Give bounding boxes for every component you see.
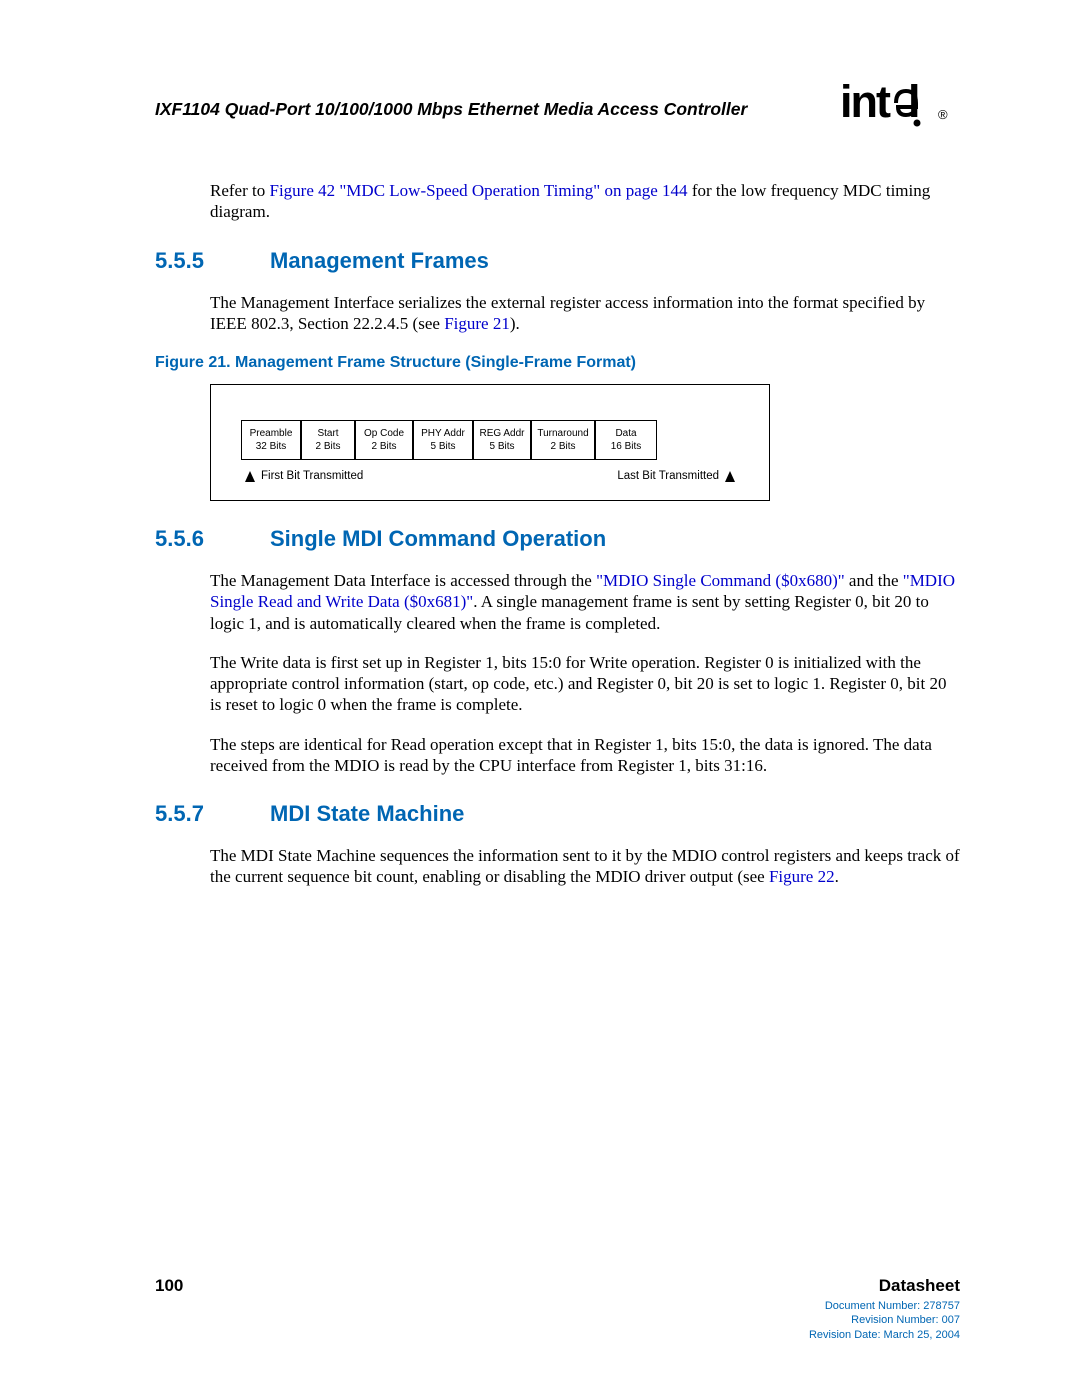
field-name: Preamble	[246, 427, 296, 440]
section-title: MDI State Machine	[270, 801, 464, 827]
field-bits: 2 Bits	[536, 440, 590, 453]
section-heading-5-5-5: 5.5.5 Management Frames	[155, 248, 960, 274]
frame-field: PHY Addr5 Bits	[413, 420, 473, 460]
intro-paragraph: Refer to Figure 42 "MDC Low-Speed Operat…	[210, 180, 960, 223]
datasheet-label: Datasheet	[809, 1276, 960, 1296]
content-area: Refer to Figure 42 "MDC Low-Speed Operat…	[155, 180, 960, 888]
field-name: Data	[600, 427, 652, 440]
paragraph: The MDI State Machine sequences the info…	[210, 845, 960, 888]
arrow-up-icon	[725, 471, 735, 482]
svg-text:®: ®	[938, 107, 948, 122]
doc-number: Document Number: 278757	[809, 1299, 960, 1313]
figure-caption: Figure 21. Management Frame Structure (S…	[155, 354, 960, 372]
text: First Bit Transmitted	[261, 470, 363, 482]
frame-field: Turnaround2 Bits	[531, 420, 595, 460]
arrow-up-icon	[245, 471, 255, 482]
paragraph: The Management Interface serializes the …	[210, 292, 960, 335]
frame-structure-table: Preamble32 BitsStart2 BitsOp Code2 BitsP…	[241, 420, 739, 460]
field-name: Turnaround	[536, 427, 590, 440]
intel-logo: int l ®	[840, 75, 960, 135]
frame-field: REG Addr5 Bits	[473, 420, 531, 460]
figure-22-link[interactable]: Figure 22	[769, 867, 835, 886]
section-number: 5.5.5	[155, 248, 270, 274]
frame-field: Start2 Bits	[301, 420, 355, 460]
text: ).	[510, 314, 520, 333]
page-header: IXF1104 Quad-Port 10/100/1000 Mbps Ether…	[155, 75, 960, 135]
section-heading-5-5-6: 5.5.6 Single MDI Command Operation	[155, 526, 960, 552]
svg-text:int: int	[840, 76, 891, 127]
field-bits: 32 Bits	[246, 440, 296, 453]
last-bit-label: Last Bit Transmitted	[617, 470, 735, 482]
field-name: Start	[306, 427, 350, 440]
field-name: REG Addr	[478, 427, 526, 440]
figure-42-link[interactable]: Figure 42 "MDC Low-Speed Operation Timin…	[269, 181, 687, 200]
field-name: PHY Addr	[418, 427, 468, 440]
text: .	[835, 867, 839, 886]
paragraph: The Write data is first set up in Regist…	[210, 652, 960, 716]
revision-number: Revision Number: 007	[809, 1313, 960, 1327]
mdio-single-command-link[interactable]: "MDIO Single Command ($0x680)"	[596, 571, 845, 590]
frame-field: Data16 Bits	[595, 420, 657, 460]
page-footer: 100 Datasheet Document Number: 278757 Re…	[155, 1276, 960, 1342]
text: Last Bit Transmitted	[617, 470, 719, 482]
frame-labels: First Bit Transmitted Last Bit Transmitt…	[241, 470, 739, 482]
field-bits: 5 Bits	[418, 440, 468, 453]
field-bits: 2 Bits	[306, 440, 350, 453]
paragraph: The Management Data Interface is accesse…	[210, 570, 960, 634]
frame-field: Preamble32 Bits	[241, 420, 301, 460]
text: The Management Data Interface is accesse…	[210, 571, 596, 590]
text: Refer to	[210, 181, 269, 200]
paragraph: The steps are identical for Read operati…	[210, 734, 960, 777]
text: The MDI State Machine sequences the info…	[210, 846, 960, 886]
field-bits: 2 Bits	[360, 440, 408, 453]
document-title: IXF1104 Quad-Port 10/100/1000 Mbps Ether…	[155, 99, 747, 120]
field-bits: 16 Bits	[600, 440, 652, 453]
figure-21-diagram: Preamble32 BitsStart2 BitsOp Code2 BitsP…	[210, 384, 770, 501]
figure-21-link[interactable]: Figure 21	[444, 314, 510, 333]
revision-date: Revision Date: March 25, 2004	[809, 1328, 960, 1342]
first-bit-label: First Bit Transmitted	[245, 470, 363, 482]
section-heading-5-5-7: 5.5.7 MDI State Machine	[155, 801, 960, 827]
footer-right: Datasheet Document Number: 278757 Revisi…	[809, 1276, 960, 1342]
page-container: IXF1104 Quad-Port 10/100/1000 Mbps Ether…	[0, 0, 1080, 1397]
page-number: 100	[155, 1276, 183, 1296]
field-bits: 5 Bits	[478, 440, 526, 453]
frame-field: Op Code2 Bits	[355, 420, 413, 460]
section-number: 5.5.6	[155, 526, 270, 552]
text: and the	[845, 571, 903, 590]
section-title: Single MDI Command Operation	[270, 526, 606, 552]
field-name: Op Code	[360, 427, 408, 440]
text: The Management Interface serializes the …	[210, 293, 925, 333]
section-title: Management Frames	[270, 248, 489, 274]
section-number: 5.5.7	[155, 801, 270, 827]
